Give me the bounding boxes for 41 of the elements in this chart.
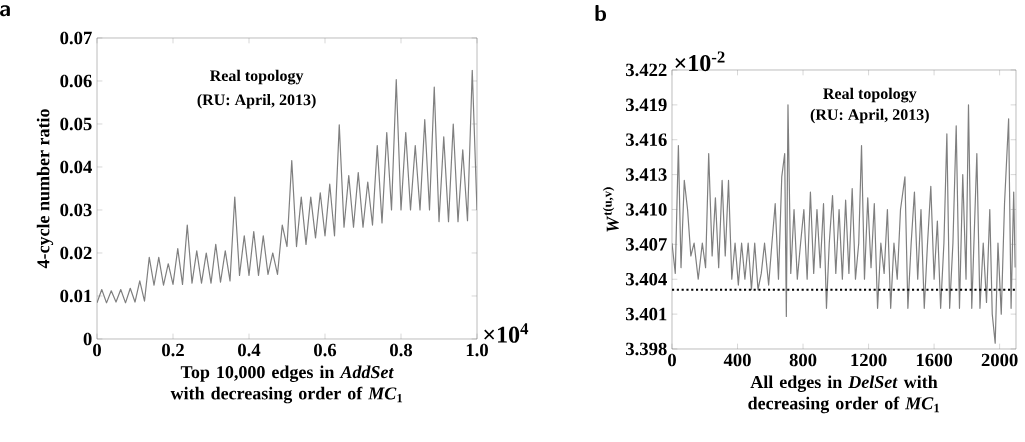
y-tick-label: 3.410 bbox=[626, 203, 667, 216]
x-tick-label: 1.0 bbox=[466, 343, 488, 357]
y-tick-label: 3.419 bbox=[626, 98, 667, 112]
x-tick-label: 400 bbox=[723, 353, 751, 367]
y-tick-label: 0 bbox=[83, 332, 92, 346]
chart-title: b bbox=[595, 5, 607, 22]
x-tick-label: 800 bbox=[789, 353, 817, 367]
chart-title: a bbox=[0, 5, 10, 17]
y-tick-label: 3.416 bbox=[626, 133, 667, 147]
annotation: Real topology bbox=[209, 69, 304, 85]
annotation: (RU: April, 2013) bbox=[197, 93, 316, 109]
y-tick-label: 3.422 bbox=[626, 63, 667, 77]
x-tick-label: 0 bbox=[668, 353, 676, 367]
y-tick-label: 3.404 bbox=[626, 272, 667, 286]
y-tick-label: 0.06 bbox=[60, 74, 92, 88]
y-tick-label: 0.04 bbox=[60, 160, 92, 174]
y-tick-label: 0.01 bbox=[60, 289, 92, 303]
x-tick-label: 1200 bbox=[851, 353, 887, 367]
y-axis-title: W$^{t(u,v)}$ bbox=[602, 187, 619, 232]
y-axis-title: 4-cycle number ratio bbox=[36, 109, 54, 269]
y-tick-label: 3.401 bbox=[626, 307, 667, 321]
annotation: ×10$^{-2}$ bbox=[675, 51, 725, 72]
x-axis-title: All edges in DelSet with decreasing order of MC$_{1}$ bbox=[748, 375, 940, 414]
y-tick-label: 3.398 bbox=[626, 342, 667, 356]
x-tick-label: 1600 bbox=[916, 353, 953, 367]
y-tick-label: 0.03 bbox=[60, 203, 92, 217]
x-tick-label: 0.6 bbox=[314, 343, 337, 357]
y-tick-label: 0.05 bbox=[60, 117, 92, 131]
y-tick-label: 3.407 bbox=[626, 238, 667, 251]
x-tick-label: 2000 bbox=[981, 353, 1018, 367]
y-tick-label: 3.413 bbox=[626, 168, 667, 181]
y-tick-label: 0.02 bbox=[60, 246, 92, 260]
annotation: Real topology bbox=[823, 87, 917, 103]
annotation: (RU: April, 2013) bbox=[810, 108, 929, 124]
y-tick-label: 0.07 bbox=[60, 31, 92, 45]
x-axis-title: Top 10,000 edges in AddSet with decreasing order of MC$_{1}$ bbox=[170, 365, 403, 404]
x-tick-label: 0.2 bbox=[162, 343, 184, 357]
x-tick-label: 0 bbox=[93, 343, 101, 357]
text: ×10$^{4}$ bbox=[484, 323, 529, 343]
x-tick-label: 0.4 bbox=[238, 343, 261, 357]
x-tick-label: 0.8 bbox=[390, 343, 413, 357]
